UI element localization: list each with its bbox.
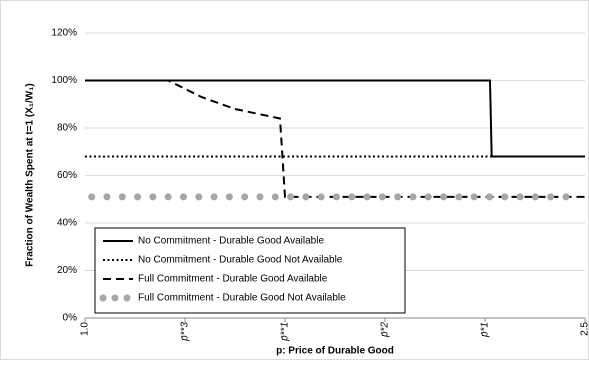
y-tick-label: 20% [57,265,77,276]
x-tick-label: p̄**3 [180,322,191,342]
x-tick-label: 1.0 [80,322,91,336]
y-tick-label: 40% [57,218,77,229]
series-line [85,79,585,198]
y-tick-label: 60% [57,170,77,181]
series-line [85,79,585,158]
y-tick-label: 0% [63,313,78,324]
y-tick-label: 80% [57,123,77,134]
legend-label: No Commitment - Durable Good Available [138,236,324,247]
x-axis-label: p: Price of Durable Good [276,346,394,357]
legend-label: Full Commitment - Durable Good Not Avail… [138,293,346,304]
legend-box [94,227,406,314]
y-tick-label: 100% [51,75,77,86]
x-tick-label: p̄*2 [380,322,391,338]
x-tick-label: p̄*1 [480,322,491,338]
x-tick-label: p̄**1 [280,322,291,342]
legend-label: Full Commitment - Durable Good Available [138,274,328,285]
legend-label: No Commitment - Durable Good Not Availab… [138,255,343,266]
x-tick-label: 2.5 [580,322,589,336]
y-tick-label: 120% [51,28,77,39]
y-axis-label: Fraction of Wealth Spent at t=1 (X₁/W₁) [25,83,36,266]
